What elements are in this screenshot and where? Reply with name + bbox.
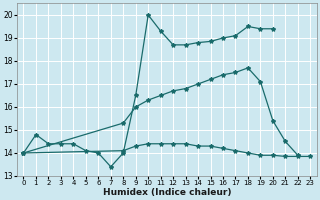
X-axis label: Humidex (Indice chaleur): Humidex (Indice chaleur) [103,188,231,197]
